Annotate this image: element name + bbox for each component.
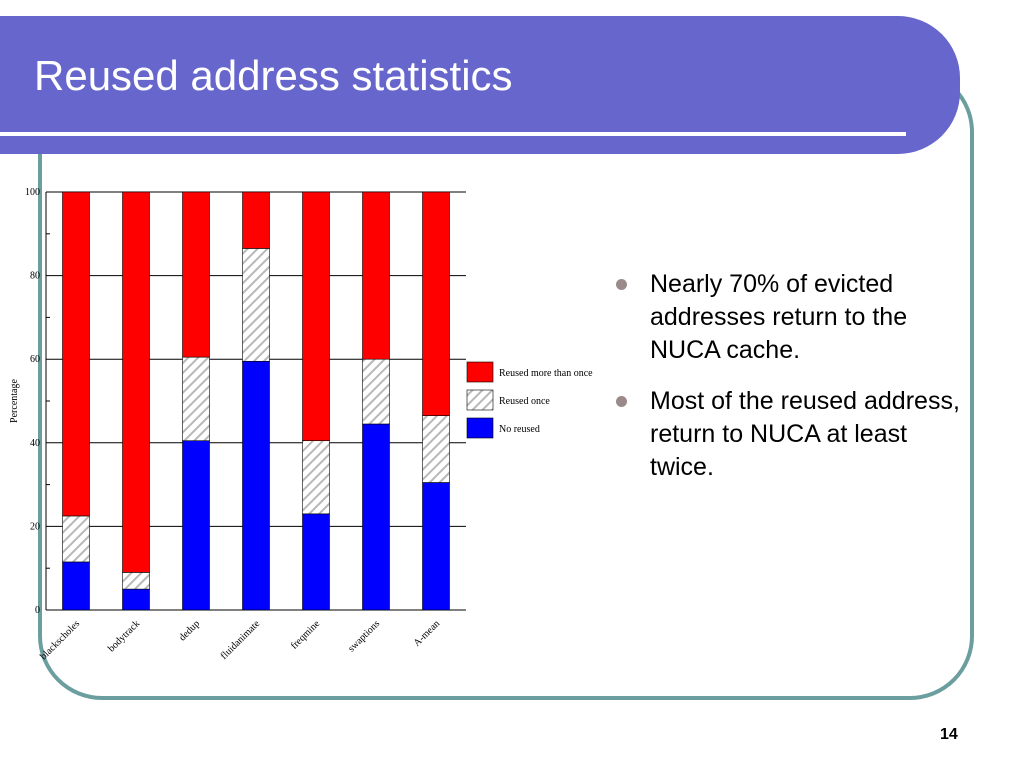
x-tick-label: blackscholes	[38, 618, 82, 662]
page-number: 14	[940, 726, 958, 743]
legend-swatch	[466, 417, 494, 439]
legend-label: Reused once	[499, 396, 550, 407]
x-tick-label: freqmine	[289, 618, 323, 652]
bar-segment	[422, 482, 450, 611]
slide-title: Reused address statistics	[34, 52, 513, 99]
bar-segment	[182, 440, 210, 611]
y-tick-label: 0	[35, 605, 40, 616]
bullet-list: Nearly 70% of evicted addresses return t…	[612, 268, 972, 502]
legend-label: Reused more than once	[499, 368, 593, 379]
bar-segment	[242, 360, 270, 611]
y-tick-label: 20	[30, 521, 40, 532]
bar-segment	[62, 515, 90, 563]
bar-segment	[122, 572, 150, 590]
x-tick-label: bodytrack	[106, 618, 142, 654]
title-underline	[0, 132, 906, 136]
y-axis-label: Percentage	[9, 379, 20, 423]
bar-segment	[362, 191, 390, 360]
y-tick-label: 60	[30, 354, 40, 365]
bullet-dot-icon	[616, 396, 627, 407]
chart-legend: Reused more than once Reused once No reuse…	[466, 361, 593, 439]
bar-segment	[182, 191, 210, 358]
legend-label: No reused	[499, 424, 540, 435]
x-tick-label: swaptions	[346, 618, 382, 654]
x-tick-label: fluidanimate	[219, 618, 263, 662]
bar-segment	[302, 191, 330, 442]
bullet-item: Nearly 70% of evicted addresses return t…	[612, 268, 972, 367]
bar-segment	[422, 415, 450, 483]
bullet-text: Most of the reused address, return to NU…	[650, 387, 960, 481]
x-tick-label: dedup	[177, 618, 202, 643]
bar-segment	[242, 191, 270, 249]
y-tick-label: 80	[30, 271, 40, 282]
bar-segment	[122, 588, 150, 611]
bar-segment	[302, 440, 330, 515]
legend-swatch	[466, 361, 494, 383]
bar-segment	[422, 191, 450, 416]
title-banner	[0, 16, 960, 154]
x-tick-label: A-mean	[412, 618, 443, 649]
bar-segment	[62, 561, 90, 611]
bar-segment	[182, 356, 210, 442]
bar-segment	[362, 423, 390, 611]
bullet-dot-icon	[616, 279, 627, 290]
bullet-item: Most of the reused address, return to NU…	[612, 385, 972, 484]
bar-segment	[242, 248, 270, 362]
bar-segment	[62, 191, 90, 517]
bar-segment	[362, 358, 390, 425]
chart-bars	[62, 191, 450, 611]
y-tick-label: 40	[30, 438, 40, 449]
legend-swatch	[466, 389, 494, 411]
y-tick-label: 100	[25, 187, 40, 198]
bullet-text: Nearly 70% of evicted addresses return t…	[650, 270, 908, 364]
bar-segment	[302, 513, 330, 611]
bar-segment	[122, 191, 150, 573]
